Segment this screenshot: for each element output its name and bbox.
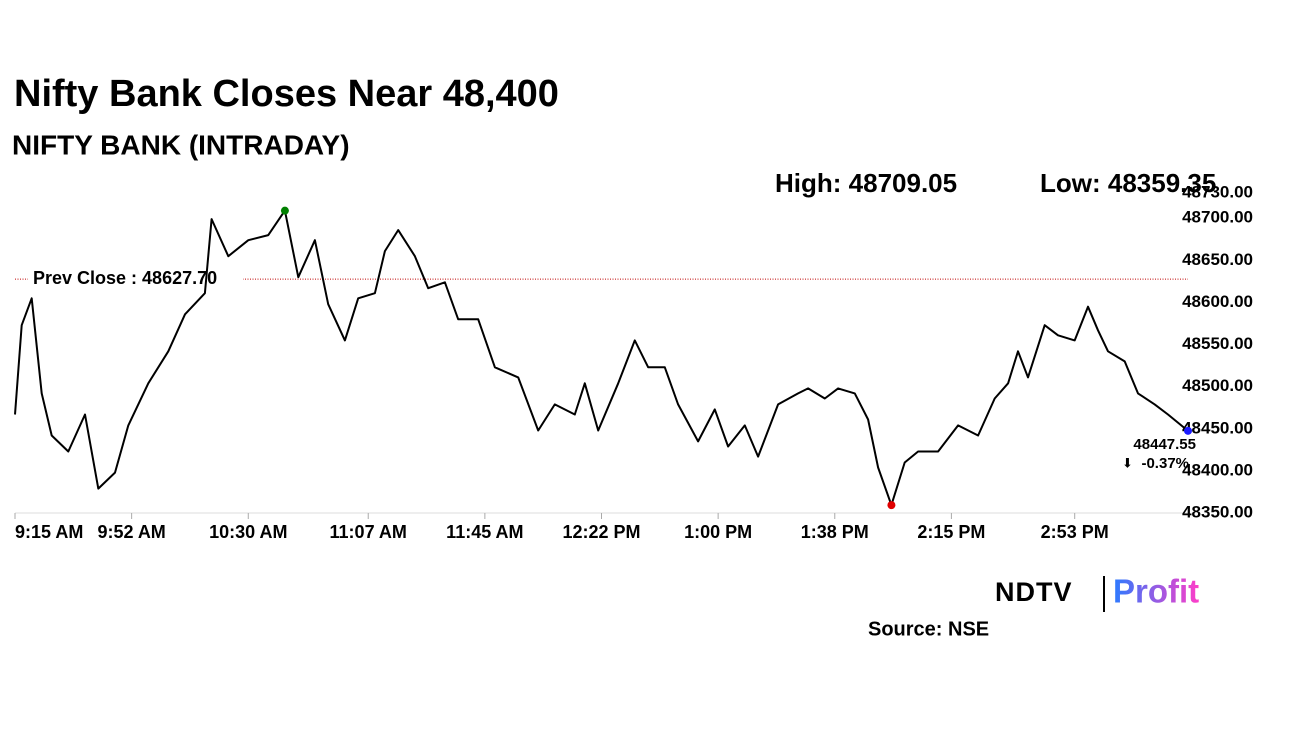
change-arrow: ⬇	[1122, 455, 1133, 470]
logo-profit: Profit	[1113, 573, 1199, 610]
x-tick-label: 9:15 AM	[15, 522, 83, 542]
y-tick-label: 48730.00	[1182, 182, 1253, 201]
x-tick-label: 1:38 PM	[801, 522, 869, 542]
y-tick-label: 48650.00	[1182, 250, 1253, 269]
chart-title: Nifty Bank Closes Near 48,400	[14, 73, 559, 115]
high-dot	[280, 206, 289, 215]
y-tick-label: 48550.00	[1182, 334, 1253, 353]
x-tick-label: 12:22 PM	[562, 522, 640, 542]
logo-ndtv: NDTV	[995, 577, 1073, 607]
price-line	[14, 209, 1189, 507]
x-tick-label: 11:45 AM	[446, 522, 523, 542]
x-tick-label: 1:00 PM	[684, 522, 752, 542]
y-tick-label: 48700.00	[1182, 208, 1253, 227]
low-dot	[887, 501, 896, 510]
last-dot	[1184, 426, 1192, 435]
y-tick-label: 48600.00	[1182, 292, 1253, 311]
y-tick-label: 48350.00	[1182, 502, 1253, 521]
x-tick-label: 11:07 AM	[330, 522, 407, 542]
change-label: -0.37%	[1141, 455, 1189, 472]
source: Source: NSE	[868, 618, 989, 640]
x-tick-label: 2:53 PM	[1041, 522, 1109, 542]
y-tick-label: 48400.00	[1182, 460, 1253, 479]
x-tick-label: 10:30 AM	[209, 522, 287, 542]
x-tick-label: 9:52 AM	[97, 522, 165, 542]
high-label: High: 48709.05	[775, 168, 957, 198]
prev-close-label: Prev Close : 48627.70	[33, 268, 217, 288]
low-label: Low: 48359.35	[1040, 168, 1216, 198]
last-value-label: 48447.55	[1133, 436, 1196, 453]
chart-subtitle: NIFTY BANK (INTRADAY)	[12, 129, 350, 160]
y-tick-label: 48500.00	[1182, 376, 1253, 395]
y-tick-label: 48450.00	[1182, 418, 1253, 437]
x-tick-label: 2:15 PM	[917, 522, 985, 542]
